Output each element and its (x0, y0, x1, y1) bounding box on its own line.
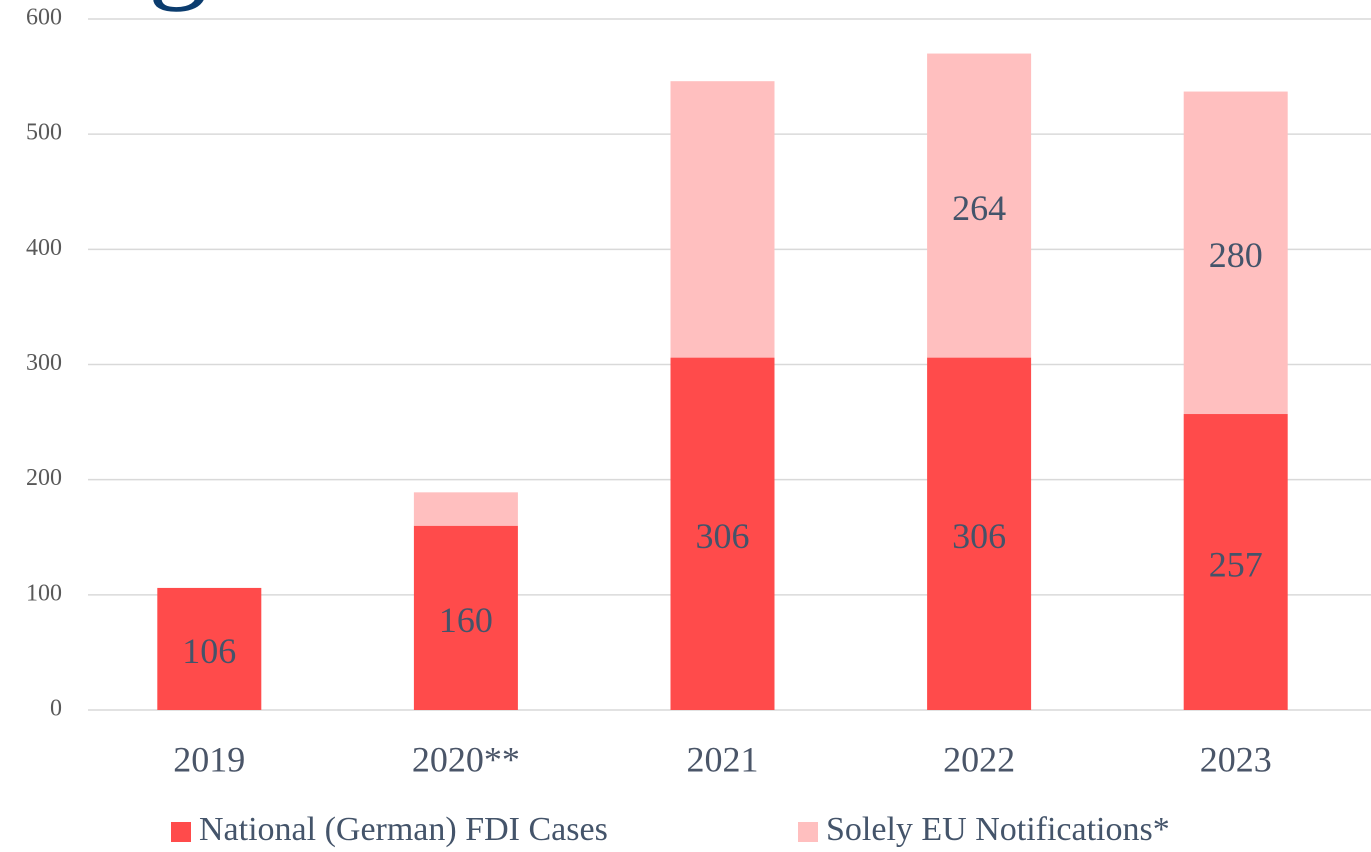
chart-title: g (148, 0, 208, 12)
data-label: 160 (439, 600, 493, 640)
data-label: 306 (952, 516, 1006, 556)
x-tick-label: 2020** (412, 739, 520, 779)
bar-segment (670, 357, 775, 710)
bar-segment (1183, 91, 1288, 415)
bar-segment (1183, 414, 1288, 710)
x-tick-label: 2019 (173, 739, 245, 779)
bar-segment (413, 525, 518, 710)
legend-swatch (171, 822, 191, 842)
x-tick-label: 2022 (943, 739, 1015, 779)
x-tick-label: 2023 (1200, 739, 1272, 779)
y-tick-label: 300 (26, 350, 62, 376)
x-tick-label: 2021 (687, 739, 759, 779)
data-label: 264 (952, 188, 1006, 228)
legend-label: Solely EU Notifications* (826, 811, 1170, 848)
legend-swatch (798, 822, 818, 842)
legend-label: National (German) FDI Cases (199, 811, 608, 848)
data-label: 257 (1209, 544, 1263, 584)
data-label: 280 (1209, 235, 1263, 275)
bar-segment (927, 53, 1032, 358)
data-label: 306 (696, 516, 750, 556)
bar-segment (157, 587, 262, 710)
y-tick-label: 600 (26, 5, 62, 31)
y-tick-label: 200 (26, 465, 62, 491)
data-label: 106 (182, 631, 236, 671)
y-tick-label: 0 (50, 696, 62, 722)
bar-segment (927, 357, 1032, 710)
bar-segment (670, 81, 775, 358)
bar-segment (413, 492, 518, 526)
y-tick-label: 400 (26, 235, 62, 261)
y-tick-label: 500 (26, 120, 62, 146)
y-tick-label: 100 (26, 580, 62, 606)
